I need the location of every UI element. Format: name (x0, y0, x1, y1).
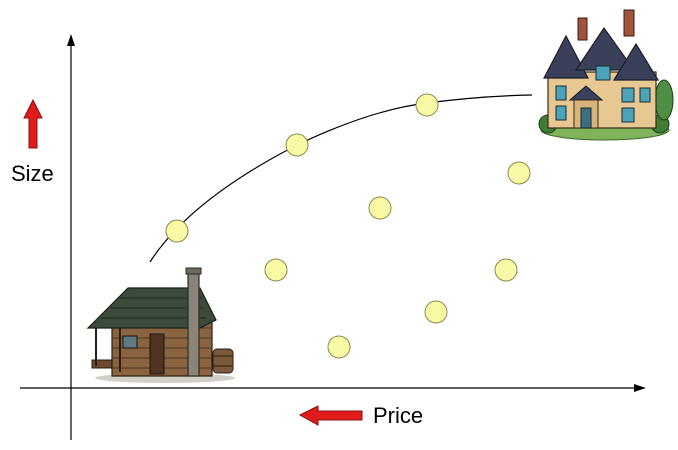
data-point (368, 196, 392, 220)
data-point (327, 335, 351, 359)
x-axis-label: Price (373, 403, 424, 428)
cabin-icon (86, 267, 235, 383)
data-point (285, 133, 309, 157)
axes (20, 34, 646, 440)
data-point (424, 300, 448, 324)
arrow-up-icon (23, 98, 43, 149)
data-point (165, 219, 189, 243)
data-point (264, 258, 288, 282)
mansion-icon (538, 9, 674, 141)
x-axis-arrowhead (634, 384, 646, 392)
data-points (165, 93, 531, 359)
frontier-curve (149, 94, 533, 263)
data-point (507, 161, 531, 185)
arrow-left-icon (298, 405, 363, 426)
y-axis-label: Size (11, 161, 54, 186)
y-axis-arrowhead (67, 34, 75, 46)
data-point (415, 93, 439, 117)
data-point (494, 258, 518, 282)
